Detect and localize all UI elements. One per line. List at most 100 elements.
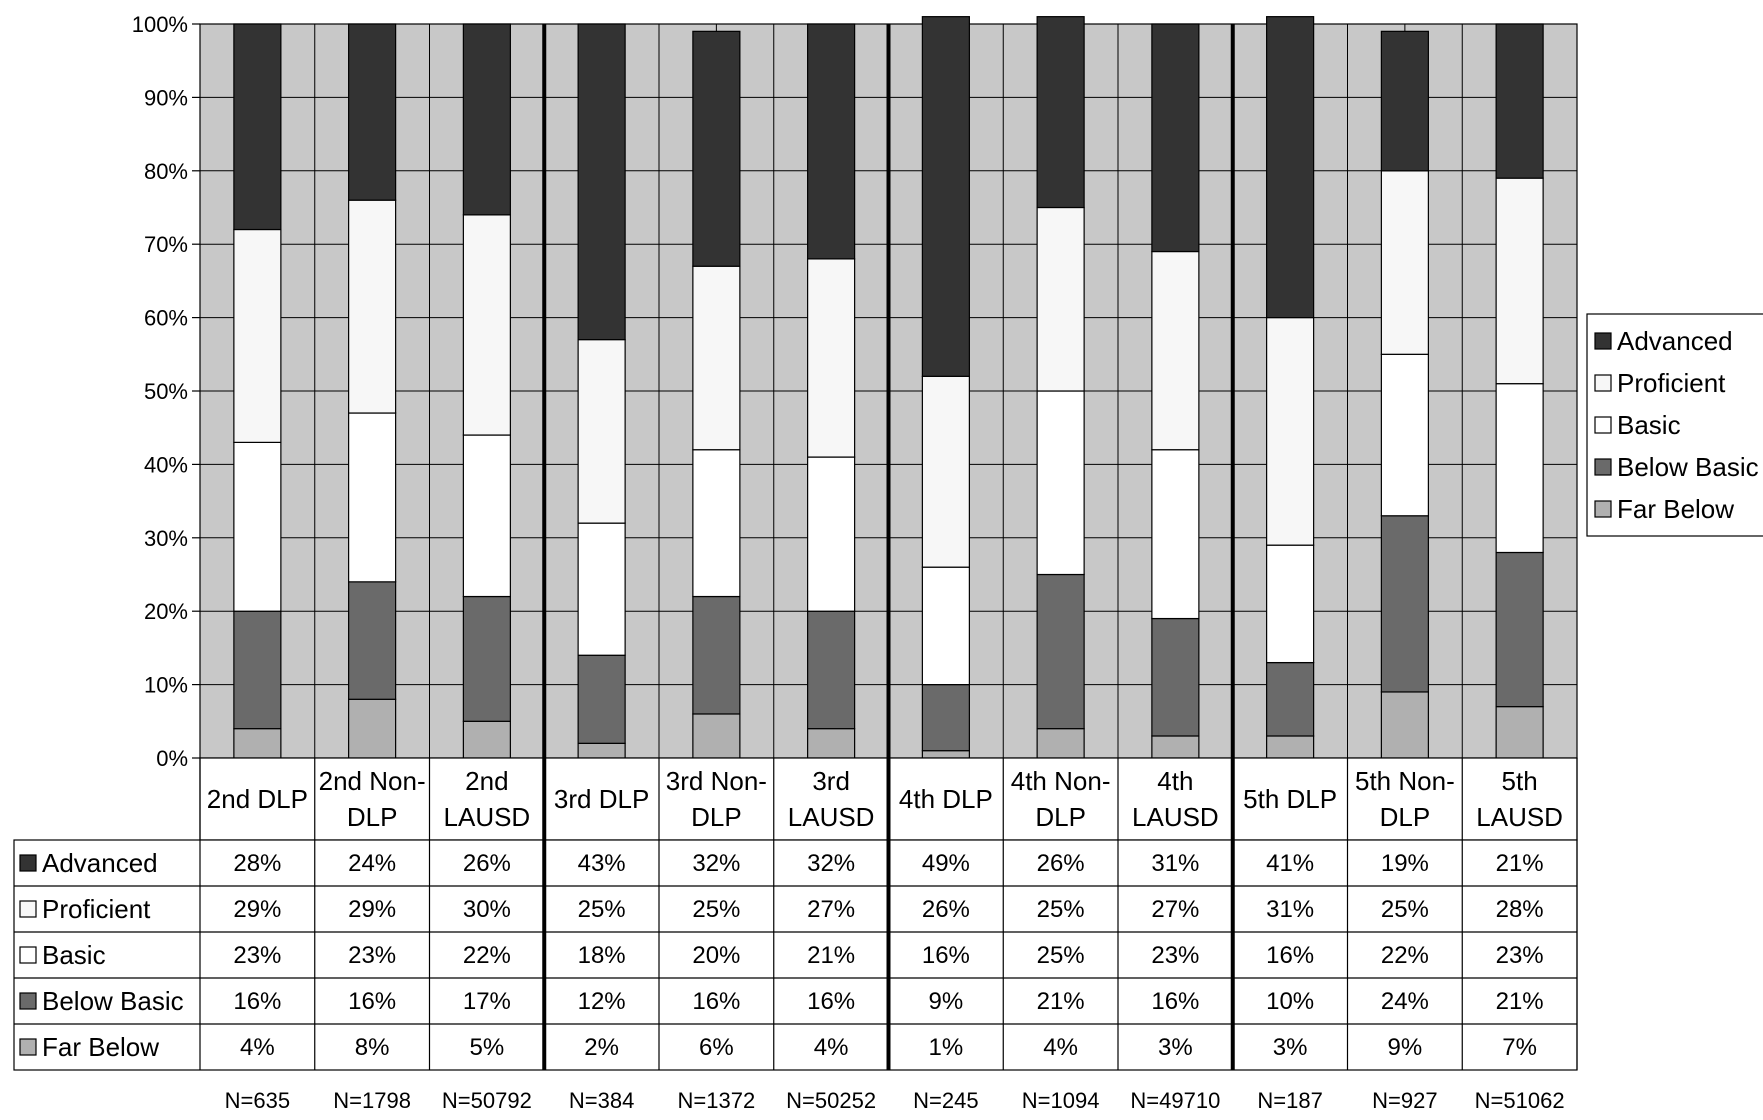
- cell-value: 7%: [1502, 1034, 1537, 1061]
- cell-value: 17%: [463, 988, 511, 1015]
- cell-value: 10%: [1266, 988, 1314, 1015]
- cell-value: 6%: [699, 1034, 734, 1061]
- cell-value: 29%: [348, 896, 396, 923]
- bar-segment-basic: [921, 566, 970, 686]
- bar-segment-below-basic: [692, 595, 741, 715]
- row-label-below-basic: Below Basic: [42, 986, 184, 1016]
- bar-segment-proficient: [1495, 177, 1544, 385]
- legend-label-below-basic: Below Basic: [1617, 452, 1759, 482]
- n-label: N=1372: [678, 1088, 756, 1113]
- bar-segment-basic: [1036, 390, 1085, 576]
- row-swatch-far-below: [19, 1038, 37, 1056]
- y-tick-label: 100%: [132, 12, 188, 37]
- bar-segment-below-basic: [1266, 661, 1315, 737]
- cell-value: 30%: [463, 896, 511, 923]
- cell-value: 22%: [1381, 942, 1429, 969]
- y-tick-label: 20%: [144, 599, 188, 624]
- legend-swatch-proficient: [1594, 374, 1612, 392]
- cell-value: 24%: [348, 850, 396, 877]
- y-tick-label: 10%: [144, 673, 188, 698]
- cell-value: 25%: [692, 896, 740, 923]
- bar-segment-below-basic: [577, 654, 626, 744]
- cell-value: 16%: [807, 988, 855, 1015]
- bar-segment-advanced: [1151, 23, 1200, 253]
- bar-segment-advanced: [233, 23, 282, 231]
- bar-segment-proficient: [1036, 206, 1085, 392]
- cell-value: 16%: [922, 942, 970, 969]
- cell-value: 29%: [233, 896, 281, 923]
- cell-value: 16%: [1266, 942, 1314, 969]
- cell-value: 21%: [1496, 850, 1544, 877]
- category-label: 5th: [1502, 766, 1538, 796]
- bar-segment-advanced: [921, 16, 970, 377]
- bar-segment-advanced: [462, 23, 511, 216]
- cell-value: 32%: [692, 850, 740, 877]
- n-label: N=1798: [333, 1088, 411, 1113]
- bar-segment-proficient: [462, 214, 511, 436]
- n-label: N=635: [225, 1088, 290, 1113]
- cell-value: 27%: [1151, 896, 1199, 923]
- bar-segment-far-below: [1495, 706, 1544, 759]
- cell-value: 18%: [578, 942, 626, 969]
- cell-value: 4%: [814, 1034, 849, 1061]
- cell-value: 41%: [1266, 850, 1314, 877]
- bar-segment-proficient: [921, 375, 970, 568]
- table-body: [13, 839, 1578, 1071]
- bar-segment-far-below: [462, 720, 511, 759]
- bar-segment-far-below: [348, 698, 397, 759]
- bar-segment-far-below: [692, 713, 741, 759]
- category-label: 2nd Non-: [319, 766, 426, 796]
- bar-segment-advanced: [1380, 30, 1429, 172]
- cell-value: 25%: [1037, 896, 1085, 923]
- category-label: 4th: [1157, 766, 1193, 796]
- cell-value: 12%: [578, 988, 626, 1015]
- legend-label-far-below: Far Below: [1617, 494, 1734, 524]
- category-label: 2nd DLP: [207, 784, 308, 814]
- category-label: 5th DLP: [1243, 784, 1337, 814]
- n-label: N=384: [569, 1088, 634, 1113]
- cell-value: 26%: [463, 850, 511, 877]
- cell-value: 21%: [807, 942, 855, 969]
- bar-segment-proficient: [1266, 317, 1315, 546]
- row-label-far-below: Far Below: [42, 1032, 159, 1062]
- category-label: DLP: [347, 802, 398, 832]
- category-label: 2nd: [465, 766, 508, 796]
- y-tick-label: 70%: [144, 232, 188, 257]
- bar-segment-basic: [692, 449, 741, 598]
- cell-value: 23%: [233, 942, 281, 969]
- legend-box: [1586, 313, 1763, 537]
- cell-value: 25%: [1037, 942, 1085, 969]
- n-label: N=50792: [442, 1088, 532, 1113]
- legend-swatch-below-basic: [1594, 458, 1612, 476]
- bar-segment-far-below: [807, 728, 856, 759]
- bar-segment-advanced: [348, 23, 397, 201]
- category-label: 3rd Non-: [666, 766, 767, 796]
- legend-swatch-basic: [1594, 416, 1612, 434]
- row-label-basic: Basic: [42, 940, 106, 970]
- y-tick-label: 40%: [144, 452, 188, 477]
- cell-value: 4%: [240, 1034, 275, 1061]
- y-tick-label: 30%: [144, 526, 188, 551]
- cell-value: 8%: [355, 1034, 390, 1061]
- bar-segment-proficient: [233, 228, 282, 443]
- y-tick-label: 50%: [144, 379, 188, 404]
- bar-segment-proficient: [807, 258, 856, 458]
- bar-segment-far-below: [1266, 735, 1315, 759]
- category-label: 3rd DLP: [554, 784, 649, 814]
- cell-value: 20%: [692, 942, 740, 969]
- legend-swatch-advanced: [1594, 332, 1612, 350]
- y-tick-label: 60%: [144, 306, 188, 331]
- bar-segment-basic: [1380, 353, 1429, 517]
- bar-segment-far-below: [233, 728, 282, 759]
- y-tick-label: 80%: [144, 159, 188, 184]
- cell-value: 4%: [1043, 1034, 1078, 1061]
- cell-value: 26%: [922, 896, 970, 923]
- legend-label-basic: Basic: [1617, 410, 1681, 440]
- bar-segment-basic: [348, 412, 397, 583]
- cell-value: 49%: [922, 850, 970, 877]
- bar-segment-below-basic: [1380, 515, 1429, 693]
- cell-value: 25%: [578, 896, 626, 923]
- row-label-advanced: Advanced: [42, 848, 158, 878]
- cell-value: 31%: [1266, 896, 1314, 923]
